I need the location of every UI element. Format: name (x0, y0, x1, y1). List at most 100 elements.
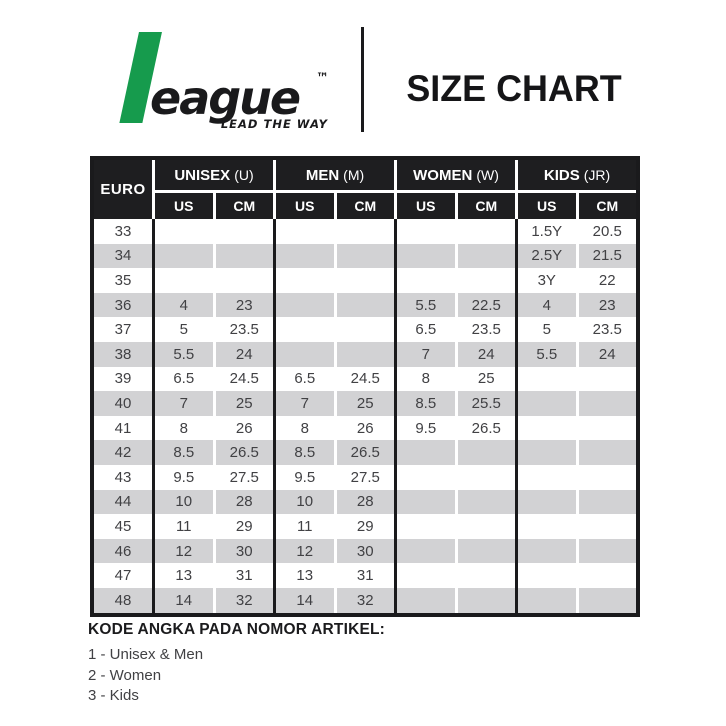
subheader-women-cm: CM (454, 193, 516, 219)
size-cell: 30 (333, 538, 394, 564)
size-cell (515, 440, 576, 465)
league-logo: eague ™ LEAD THE WAY (119, 32, 329, 131)
size-cell: 8 (152, 415, 213, 441)
size-cell (394, 563, 455, 588)
size-cell: 26.5 (454, 415, 515, 441)
size-cell (575, 587, 636, 613)
column-group-kids: KIDS (JR) (515, 160, 636, 193)
size-cell (394, 538, 455, 564)
size-cell (454, 514, 515, 539)
table-header: EURO UNISEX (U) MEN (M) WOMEN (W) KIDS (… (94, 160, 636, 219)
table-row: 33 1.5Y 20.5 (94, 219, 636, 244)
size-cell: 1.5Y (515, 219, 576, 244)
size-cell: 8.5 (394, 391, 455, 416)
size-cell (575, 440, 636, 465)
table-row: 39 6.5 24.5 6.5 24.5 8 25 (94, 366, 636, 392)
subheader-kids-cm: CM (575, 193, 637, 219)
size-cell: 26.5 (333, 440, 394, 465)
size-chart-table: EURO UNISEX (U) MEN (M) WOMEN (W) KIDS (… (90, 156, 640, 617)
table-row: 36 4 23 5.5 22.5 4 23 (94, 292, 636, 318)
size-cell: 14 (273, 587, 334, 613)
size-cell (575, 538, 636, 564)
table-row: 35 3Y 22 (94, 268, 636, 293)
size-cell (212, 268, 273, 293)
size-cell: 6.5 (152, 366, 213, 392)
size-cell: 26 (212, 415, 273, 441)
legend-item: 3 - Kids (88, 687, 139, 704)
size-cell: 12 (273, 538, 334, 564)
group-abbr: (W) (476, 167, 499, 183)
size-cell (152, 243, 213, 269)
size-cell: 24.5 (333, 366, 394, 392)
size-cell (454, 440, 515, 465)
subheader-men-us: US (273, 193, 334, 219)
size-cell: 29 (333, 514, 394, 539)
size-cell: 11 (273, 514, 334, 539)
size-cell (454, 587, 515, 613)
euro-cell: 46 (94, 538, 152, 564)
size-cell: 13 (152, 563, 213, 588)
size-cell: 28 (333, 489, 394, 515)
size-cell: 4 (152, 292, 213, 318)
legend-title: KODE ANGKA PADA NOMOR ARTIKEL: (88, 621, 386, 638)
size-cell: 7 (273, 391, 334, 416)
size-cell (273, 317, 334, 342)
size-cell: 6.5 (273, 366, 334, 392)
size-cell: 24.5 (212, 366, 273, 392)
size-cell: 29 (212, 514, 273, 539)
size-cell: 24 (454, 341, 515, 367)
size-cell: 8.5 (152, 440, 213, 465)
table-row: 41 8 26 8 26 9.5 26.5 (94, 415, 636, 441)
size-cell: 8 (273, 415, 334, 441)
size-cell: 23.5 (575, 317, 636, 342)
size-cell (333, 292, 394, 318)
size-cell (515, 587, 576, 613)
size-cell (515, 464, 576, 490)
size-cell (575, 366, 636, 392)
size-cell: 24 (575, 341, 636, 367)
size-cell: 9.5 (152, 464, 213, 490)
size-cell (575, 489, 636, 515)
size-cell (515, 563, 576, 588)
size-cell (575, 563, 636, 588)
size-cell (333, 317, 394, 342)
subheader-men-cm: CM (333, 193, 395, 219)
euro-cell: 42 (94, 440, 152, 465)
size-cell: 22 (575, 268, 636, 293)
logo-l-mark (119, 32, 162, 123)
size-cell: 2.5Y (515, 243, 576, 269)
logo-tagline: LEAD THE WAY (221, 117, 329, 131)
table-row: 42 8.5 26.5 8.5 26.5 (94, 440, 636, 465)
table-row: 44 10 28 10 28 (94, 489, 636, 515)
size-cell (454, 268, 515, 293)
size-cell: 32 (333, 587, 394, 613)
euro-cell: 43 (94, 464, 152, 490)
group-name: WOMEN (413, 166, 473, 184)
subheader-unisex-us: US (152, 193, 213, 219)
legend-items: 1 - Unisex & Men 2 - Women 3 - Kids (88, 645, 508, 707)
footer-legend: KODE ANGKA PADA NOMOR ARTIKEL: 1 - Unise… (88, 621, 508, 707)
header-divider (361, 27, 364, 132)
size-cell (454, 219, 515, 244)
table-row: 43 9.5 27.5 9.5 27.5 (94, 464, 636, 490)
size-cell (515, 514, 576, 539)
size-cell (454, 243, 515, 269)
size-cell: 25 (212, 391, 273, 416)
euro-cell: 38 (94, 341, 152, 367)
size-cell: 25 (333, 391, 394, 416)
table-row: 45 11 29 11 29 (94, 514, 636, 539)
column-group-men: MEN (M) (273, 160, 394, 193)
column-group-unisex: UNISEX (U) (152, 160, 273, 193)
size-cell (515, 489, 576, 515)
size-cell: 28 (212, 489, 273, 515)
size-cell: 7 (152, 391, 213, 416)
size-cell: 10 (273, 489, 334, 515)
size-cell (273, 341, 334, 367)
size-cell (273, 243, 334, 269)
table-row: 38 5.5 24 7 24 5.5 24 (94, 341, 636, 367)
size-cell (212, 219, 273, 244)
size-cell (515, 415, 576, 441)
size-cell: 5 (152, 317, 213, 342)
table-row: 34 2.5Y 21.5 (94, 243, 636, 269)
